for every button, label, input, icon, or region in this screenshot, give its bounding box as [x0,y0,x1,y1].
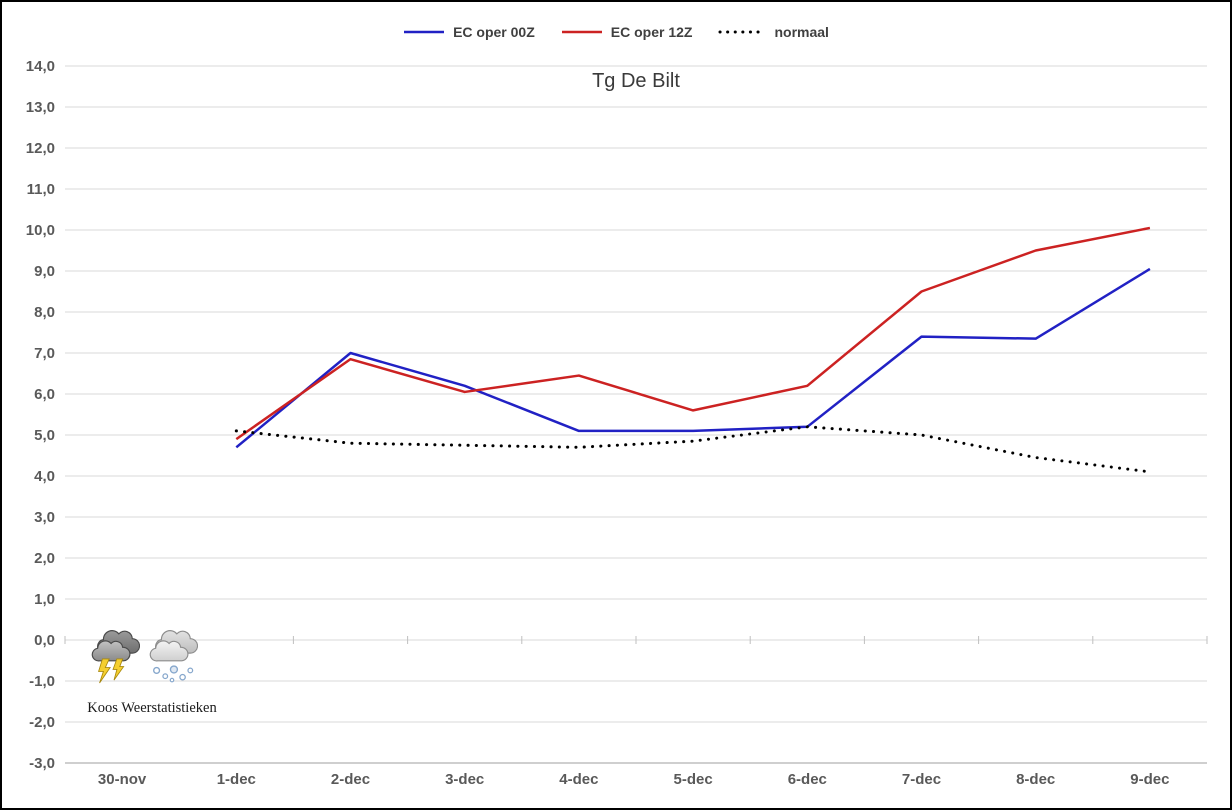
x-axis-tick-label: 8-dec [1016,771,1055,788]
y-axis-tick-label: 11,0 [27,181,55,198]
x-axis-tick-label: 3-dec [445,771,484,788]
x-axis-tick-label: 1-dec [217,771,256,788]
chart-title: Tg De Bilt [592,70,680,92]
x-axis-tick-label: 5-dec [674,771,713,788]
x-axis-tick-label: 9-dec [1130,771,1169,788]
y-axis-tick-label: -1,0 [29,673,55,690]
legend-label: normaal [774,24,829,40]
credit-text: Koos Weerstatistieken [87,700,217,716]
chart-legend: EC oper 00Z EC oper 12Z normaal [2,18,1230,46]
y-axis-tick-label: 9,0 [34,263,55,280]
legend-item-ec-oper-12z: EC oper 12Z [561,24,693,40]
weather-icons [88,626,198,686]
y-axis-tick-label: 2,0 [34,550,55,567]
y-axis-tick-label: 14,0 [26,58,55,75]
legend-item-normaal: normaal [718,24,829,40]
y-axis-tick-label: 0,0 [34,632,55,649]
y-axis-tick-label: 8,0 [34,304,55,321]
x-axis-tick-label: 30-nov [98,771,147,788]
legend-line-swatch-blue [404,30,445,34]
x-axis-tick-label: 6-dec [788,771,827,788]
y-axis-tick-label: 7,0 [34,345,55,362]
y-axis-tick-label: 13,0 [26,99,55,116]
y-axis-tick-label: -3,0 [29,755,55,772]
series-line-ec-oper-12z [235,226,1151,441]
y-axis-tick-label: 3,0 [34,509,55,526]
legend-item-ec-oper-00z: EC oper 00Z [403,24,535,40]
y-axis-tick-label: 5,0 [34,427,55,444]
series-line-ec-oper-00z [235,267,1151,449]
y-axis-tick-label: 12,0 [26,140,55,157]
series-line-normaal [234,425,1152,474]
y-axis-tick-label: 10,0 [26,222,55,239]
legend-line-swatch-red [561,30,602,34]
y-axis-tick-label: 6,0 [34,386,55,403]
y-axis-tick-label: 1,0 [34,591,55,608]
thunderstorm-icon [91,630,140,684]
x-axis-tick-label: 7-dec [902,771,941,788]
snow-shower-icon [149,630,198,683]
y-axis-tick-label: 4,0 [34,468,55,485]
y-axis-tick-label: -2,0 [29,714,55,731]
x-axis-tick-label: 2-dec [331,771,370,788]
legend-label: EC oper 12Z [610,24,693,40]
x-axis-tick-label: 4-dec [559,771,598,788]
legend-label: EC oper 00Z [453,24,535,40]
legend-line-swatch-dotted [718,30,766,34]
